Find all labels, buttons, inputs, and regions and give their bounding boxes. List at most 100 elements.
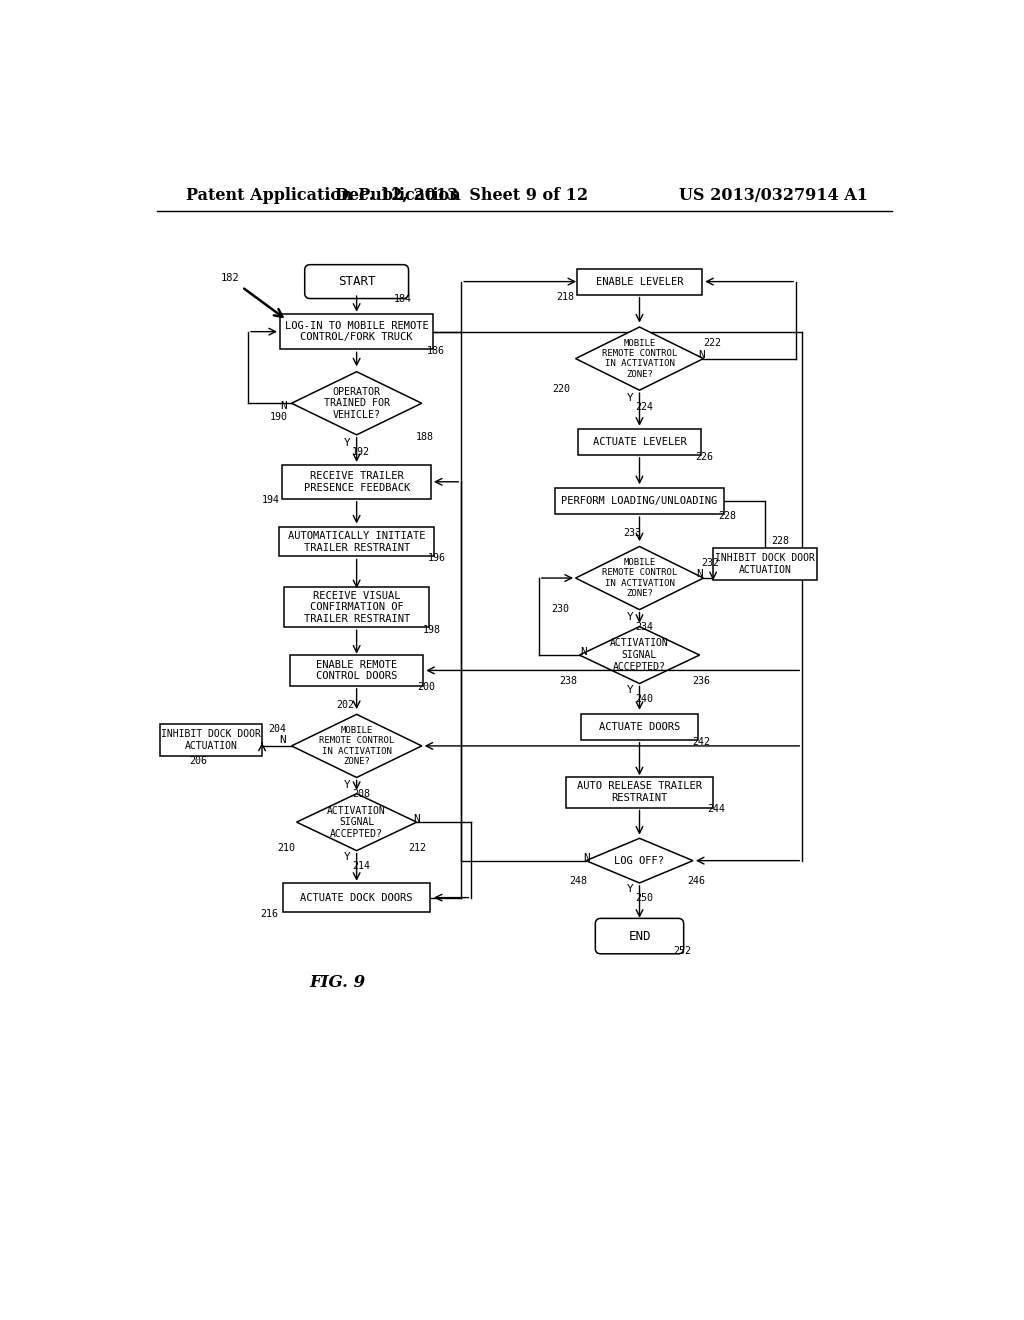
Text: FIG. 9: FIG. 9 [309,974,366,991]
Text: Y: Y [344,438,351,449]
Text: 218: 218 [556,292,573,302]
Text: MOBILE
REMOTE CONTROL
IN ACTIVATION
ZONE?: MOBILE REMOTE CONTROL IN ACTIVATION ZONE… [602,338,677,379]
Text: 233: 233 [623,528,641,539]
Bar [280,527,434,557]
Text: ACTUATE DOCK DOORS: ACTUATE DOCK DOORS [300,892,413,903]
Text: N: N [696,569,702,579]
Text: 234: 234 [635,622,653,631]
Polygon shape [297,793,417,850]
Polygon shape [575,546,703,610]
Bar [582,714,697,739]
Text: 216: 216 [260,908,279,919]
Text: 212: 212 [409,843,427,853]
Bar [284,587,429,627]
Text: Y: Y [627,685,634,694]
Bar [579,429,700,455]
Text: ENABLE LEVELER: ENABLE LEVELER [596,277,683,286]
Text: N: N [584,853,591,862]
Text: INHIBIT DOCK DOOR
ACTUATION: INHIBIT DOCK DOOR ACTUATION [715,553,815,576]
Text: 228: 228 [771,536,790,546]
Text: 184: 184 [394,293,412,304]
Text: END: END [629,929,650,942]
Text: 246: 246 [687,875,706,886]
Text: N: N [280,735,286,744]
Text: OPERATOR
TRAINED FOR
VEHICLE?: OPERATOR TRAINED FOR VEHICLE? [324,387,389,420]
Text: LOG-IN TO MOBILE REMOTE
CONTROL/FORK TRUCK: LOG-IN TO MOBILE REMOTE CONTROL/FORK TRU… [285,321,428,342]
Text: 202: 202 [336,700,354,710]
Bar [290,655,423,686]
Text: 192: 192 [352,446,370,457]
Text: RECEIVE VISUAL
CONFIRMATION OF
TRAILER RESTRAINT: RECEIVE VISUAL CONFIRMATION OF TRAILER R… [303,591,410,624]
Polygon shape [580,627,699,684]
Text: 252: 252 [673,946,691,957]
Text: N: N [698,350,706,360]
Text: MOBILE
REMOTE CONTROL
IN ACTIVATION
ZONE?: MOBILE REMOTE CONTROL IN ACTIVATION ZONE… [602,558,677,598]
Text: START: START [338,275,376,288]
Bar [280,314,433,350]
Polygon shape [575,327,703,391]
Text: Dec. 12, 2013  Sheet 9 of 12: Dec. 12, 2013 Sheet 9 of 12 [335,187,588,203]
Text: AUTOMATICALLY INITIATE
TRAILER RESTRAINT: AUTOMATICALLY INITIATE TRAILER RESTRAINT [288,531,425,553]
Text: Y: Y [627,612,634,622]
Text: 226: 226 [695,453,714,462]
Text: 232: 232 [701,557,720,568]
Text: 230: 230 [551,603,569,614]
Text: Y: Y [627,884,634,894]
Text: 196: 196 [428,553,445,564]
Text: 214: 214 [352,861,370,871]
Polygon shape [292,714,422,777]
Text: Y: Y [344,780,351,791]
Text: 238: 238 [559,676,577,686]
Bar [713,548,817,581]
Text: 220: 220 [552,384,570,395]
Text: ACTUATE DOORS: ACTUATE DOORS [599,722,680,731]
Text: 204: 204 [268,723,287,734]
Text: ACTIVATION
SIGNAL
ACCEPTED?: ACTIVATION SIGNAL ACCEPTED? [328,805,386,838]
Text: 190: 190 [270,412,288,422]
Bar [577,268,702,294]
Bar [566,776,713,808]
FancyBboxPatch shape [305,264,409,298]
Text: N: N [281,400,288,411]
Text: LOG OFF?: LOG OFF? [614,855,665,866]
Text: 244: 244 [708,804,726,814]
Text: ACTIVATION
SIGNAL
ACCEPTED?: ACTIVATION SIGNAL ACCEPTED? [610,639,669,672]
Text: 182: 182 [221,273,240,282]
Text: N: N [581,647,588,657]
FancyBboxPatch shape [595,919,684,954]
Text: ENABLE REMOTE
CONTROL DOORS: ENABLE REMOTE CONTROL DOORS [316,660,397,681]
Text: Patent Application Publication: Patent Application Publication [186,187,461,203]
Text: 186: 186 [426,346,444,356]
Bar [283,883,430,912]
Text: 200: 200 [417,682,435,693]
Text: 228: 228 [719,511,736,521]
Text: 240: 240 [635,694,653,704]
Text: 208: 208 [352,788,370,799]
Text: 222: 222 [703,338,721,348]
Text: ACTUATE LEVELER: ACTUATE LEVELER [593,437,686,446]
Text: 188: 188 [416,432,433,442]
Text: AUTO RELEASE TRAILER
RESTRAINT: AUTO RELEASE TRAILER RESTRAINT [577,781,702,803]
Text: 250: 250 [635,894,653,903]
Text: Y: Y [344,851,351,862]
Text: 206: 206 [189,756,207,767]
Text: Y: Y [627,393,634,403]
Text: 210: 210 [276,843,295,853]
Text: INHIBIT DOCK DOOR
ACTUATION: INHIBIT DOCK DOOR ACTUATION [161,729,261,751]
Text: US 2013/0327914 A1: US 2013/0327914 A1 [679,187,868,203]
Bar [283,465,431,499]
Text: N: N [414,814,420,824]
Text: MOBILE
REMOTE CONTROL
IN ACTIVATION
ZONE?: MOBILE REMOTE CONTROL IN ACTIVATION ZONE… [319,726,394,766]
Text: 248: 248 [569,875,588,886]
Bar [160,723,262,756]
Text: 236: 236 [692,676,711,686]
Polygon shape [586,838,693,883]
Text: 224: 224 [635,403,653,412]
Text: 242: 242 [692,737,711,747]
Text: 194: 194 [262,495,281,506]
Text: RECEIVE TRAILER
PRESENCE FEEDBACK: RECEIVE TRAILER PRESENCE FEEDBACK [303,471,410,492]
Text: PERFORM LOADING/UNLOADING: PERFORM LOADING/UNLOADING [561,496,718,506]
Bar [555,488,724,513]
Text: 198: 198 [423,624,441,635]
Polygon shape [292,372,422,434]
